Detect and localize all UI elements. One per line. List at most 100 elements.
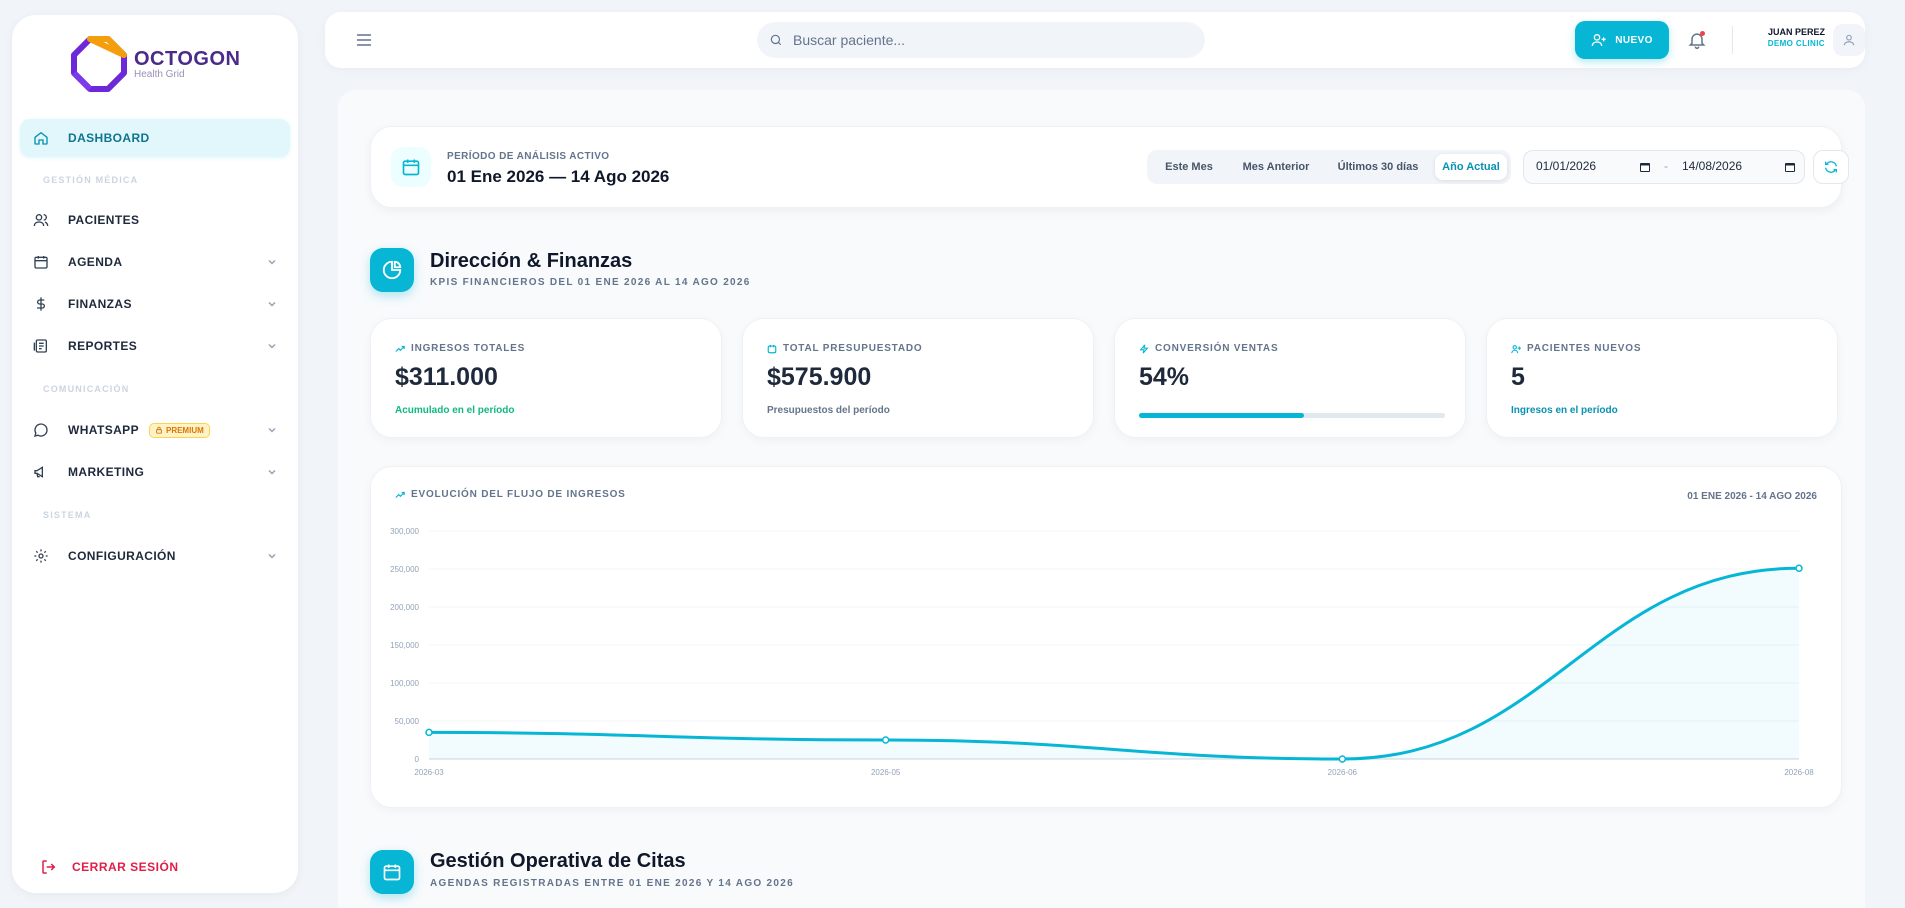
kpi-value: 54% xyxy=(1139,363,1190,391)
sidebar-item-reportes[interactable]: REPORTES xyxy=(20,327,290,365)
chevron-down-icon xyxy=(268,553,276,559)
gear-icon xyxy=(32,547,50,565)
sidebar-item-finanzas[interactable]: FINANZAS xyxy=(20,285,290,323)
trend-up-icon xyxy=(395,345,405,352)
search-input[interactable] xyxy=(793,32,1193,48)
search-bar[interactable] xyxy=(757,22,1205,58)
section-label-gestion: GESTIÓN MÉDICA xyxy=(43,175,139,185)
series-line xyxy=(428,566,1800,761)
sidebar-item-marketing[interactable]: MARKETING xyxy=(20,453,290,491)
chevron-down-icon xyxy=(268,427,276,433)
main-content: PERÍODO DE ANÁLISIS ACTIVO 01 Ene 2026 —… xyxy=(338,90,1865,908)
x-tick-label: 2026-03 xyxy=(414,768,444,777)
kpi-value: 5 xyxy=(1511,363,1525,391)
lock-icon xyxy=(156,426,162,434)
y-tick-label: 200,000 xyxy=(390,603,419,612)
user-clinic: DEMO CLINIC xyxy=(1767,39,1825,48)
new-button-label: NUEVO xyxy=(1615,34,1653,46)
new-button[interactable]: NUEVO xyxy=(1575,21,1669,59)
trend-up-icon xyxy=(395,491,405,498)
add-user-icon xyxy=(1591,34,1606,47)
user-plus-icon xyxy=(1511,344,1521,353)
data-point xyxy=(1338,755,1347,763)
filter-este-mes[interactable]: Este Mes xyxy=(1165,161,1213,173)
citas-subtitle: AGENDAS REGISTRADAS ENTRE 01 ENE 2026 Y … xyxy=(430,878,794,889)
y-tick-label: 150,000 xyxy=(390,641,419,650)
kpi-note: Ingresos en el período xyxy=(1511,405,1618,416)
x-tick-label: 2026-05 xyxy=(871,768,901,777)
calendar-icon xyxy=(767,344,777,353)
brand-logo[interactable]: OCTOGON Health Grid xyxy=(70,35,240,93)
menu-icon[interactable] xyxy=(355,31,373,49)
refresh-button[interactable] xyxy=(1813,150,1849,184)
user-info[interactable]: JUAN PEREZ DEMO CLINIC xyxy=(1745,27,1825,48)
y-tick-label: 300,000 xyxy=(390,527,419,536)
user-icon xyxy=(1843,34,1855,46)
premium-badge: PREMIUM xyxy=(148,422,210,438)
data-point xyxy=(881,736,890,744)
chart-title: EVOLUCIÓN DEL FLUJO DE INGRESOS xyxy=(411,489,626,500)
kpi-label: CONVERSIÓN VENTAS xyxy=(1155,343,1279,354)
kpi-note: Acumulado en el período xyxy=(395,405,515,416)
period-filter-card: PERÍODO DE ANÁLISIS ACTIVO 01 Ene 2026 —… xyxy=(370,126,1849,208)
kpi-card-conversion: CONVERSIÓN VENTAS 54% xyxy=(1114,318,1466,438)
chevron-down-icon xyxy=(268,259,276,265)
filter-mes-anterior[interactable]: Mes Anterior xyxy=(1242,161,1310,173)
kpi-note: Presupuestos del período xyxy=(767,405,890,416)
user-name: JUAN PEREZ xyxy=(1767,27,1825,37)
sidebar-item-agenda[interactable]: AGENDA xyxy=(20,243,290,281)
series-area xyxy=(429,568,1799,759)
logout-button[interactable]: CERRAR SESIÓN xyxy=(40,858,179,876)
sidebar-item-label: DASHBOARD xyxy=(68,131,150,145)
chart-range: 01 ENE 2026 - 14 AGO 2026 xyxy=(1687,491,1817,502)
calendar-picker-icon[interactable] xyxy=(1784,161,1796,173)
sidebar-item-label: WHATSAPP xyxy=(68,423,139,437)
data-point xyxy=(425,728,433,737)
users-icon xyxy=(32,211,50,229)
sidebar-item-label: MARKETING xyxy=(68,465,145,479)
chevron-down-icon xyxy=(268,301,276,307)
kpi-value: $575.900 xyxy=(767,363,872,391)
kpi-card-presupuestado: TOTAL PRESUPUESTADO $575.900 Presupuesto… xyxy=(742,318,1094,438)
brand-tagline: Health Grid xyxy=(134,69,185,80)
sidebar-item-dashboard[interactable]: DASHBOARD xyxy=(20,119,290,157)
lightning-icon xyxy=(1139,343,1149,354)
sidebar-item-label: REPORTES xyxy=(68,339,138,353)
sidebar-item-configuracion[interactable]: CONFIGURACIÓN xyxy=(20,537,290,575)
date-from-input[interactable]: 01/01/2026 xyxy=(1536,159,1597,173)
sidebar-item-label: CONFIGURACIÓN xyxy=(68,549,176,563)
x-tick-label: 2026-08 xyxy=(1784,768,1814,777)
sidebar-item-whatsapp[interactable]: WHATSAPP PREMIUM xyxy=(20,411,290,449)
avatar[interactable] xyxy=(1833,24,1865,56)
citas-section-icon xyxy=(370,850,414,894)
finance-title: Dirección & Finanzas xyxy=(430,250,633,272)
period-label: PERÍODO DE ANÁLISIS ACTIVO xyxy=(447,151,610,162)
dollar-icon xyxy=(32,295,50,313)
calendar-icon xyxy=(402,159,420,176)
filter-anio-actual[interactable]: Año Actual xyxy=(1435,154,1507,180)
report-icon xyxy=(32,337,50,355)
conversion-progress-bar xyxy=(1139,413,1445,418)
conversion-progress-fill xyxy=(1139,413,1305,418)
sidebar: OCTOGON Health Grid DASHBOARD GESTIÓN MÉ… xyxy=(12,15,298,893)
kpi-label: PACIENTES NUEVOS xyxy=(1527,343,1642,354)
sidebar-item-label: AGENDA xyxy=(68,255,123,269)
filter-ultimos-30-dias[interactable]: Últimos 30 días xyxy=(1337,161,1419,173)
kpi-label: INGRESOS TOTALES xyxy=(411,343,526,354)
section-label-comunicacion: COMUNICACIÓN xyxy=(43,384,130,394)
kpi-label: TOTAL PRESUPUESTADO xyxy=(783,343,923,354)
date-to-input[interactable]: 14/08/2026 xyxy=(1682,159,1743,173)
topbar: NUEVO JUAN PEREZ DEMO CLINIC xyxy=(325,12,1865,68)
bell-icon[interactable] xyxy=(1687,30,1707,50)
income-area-chart: 0 50,000 100,000 150,000 200,000 250,000 300,0… xyxy=(390,527,1814,777)
sidebar-item-label: FINANZAS xyxy=(68,297,132,311)
y-tick-label: 250,000 xyxy=(390,565,419,574)
finance-section-icon xyxy=(370,248,414,292)
kpi-value: $311.000 xyxy=(395,363,498,391)
premium-badge-label: PREMIUM xyxy=(165,425,204,435)
calendar-icon xyxy=(383,864,401,881)
logout-label: CERRAR SESIÓN xyxy=(72,860,179,874)
calendar-picker-icon[interactable] xyxy=(1639,161,1651,173)
sidebar-item-pacientes[interactable]: PACIENTES xyxy=(20,201,290,239)
pie-chart-icon xyxy=(382,260,402,280)
